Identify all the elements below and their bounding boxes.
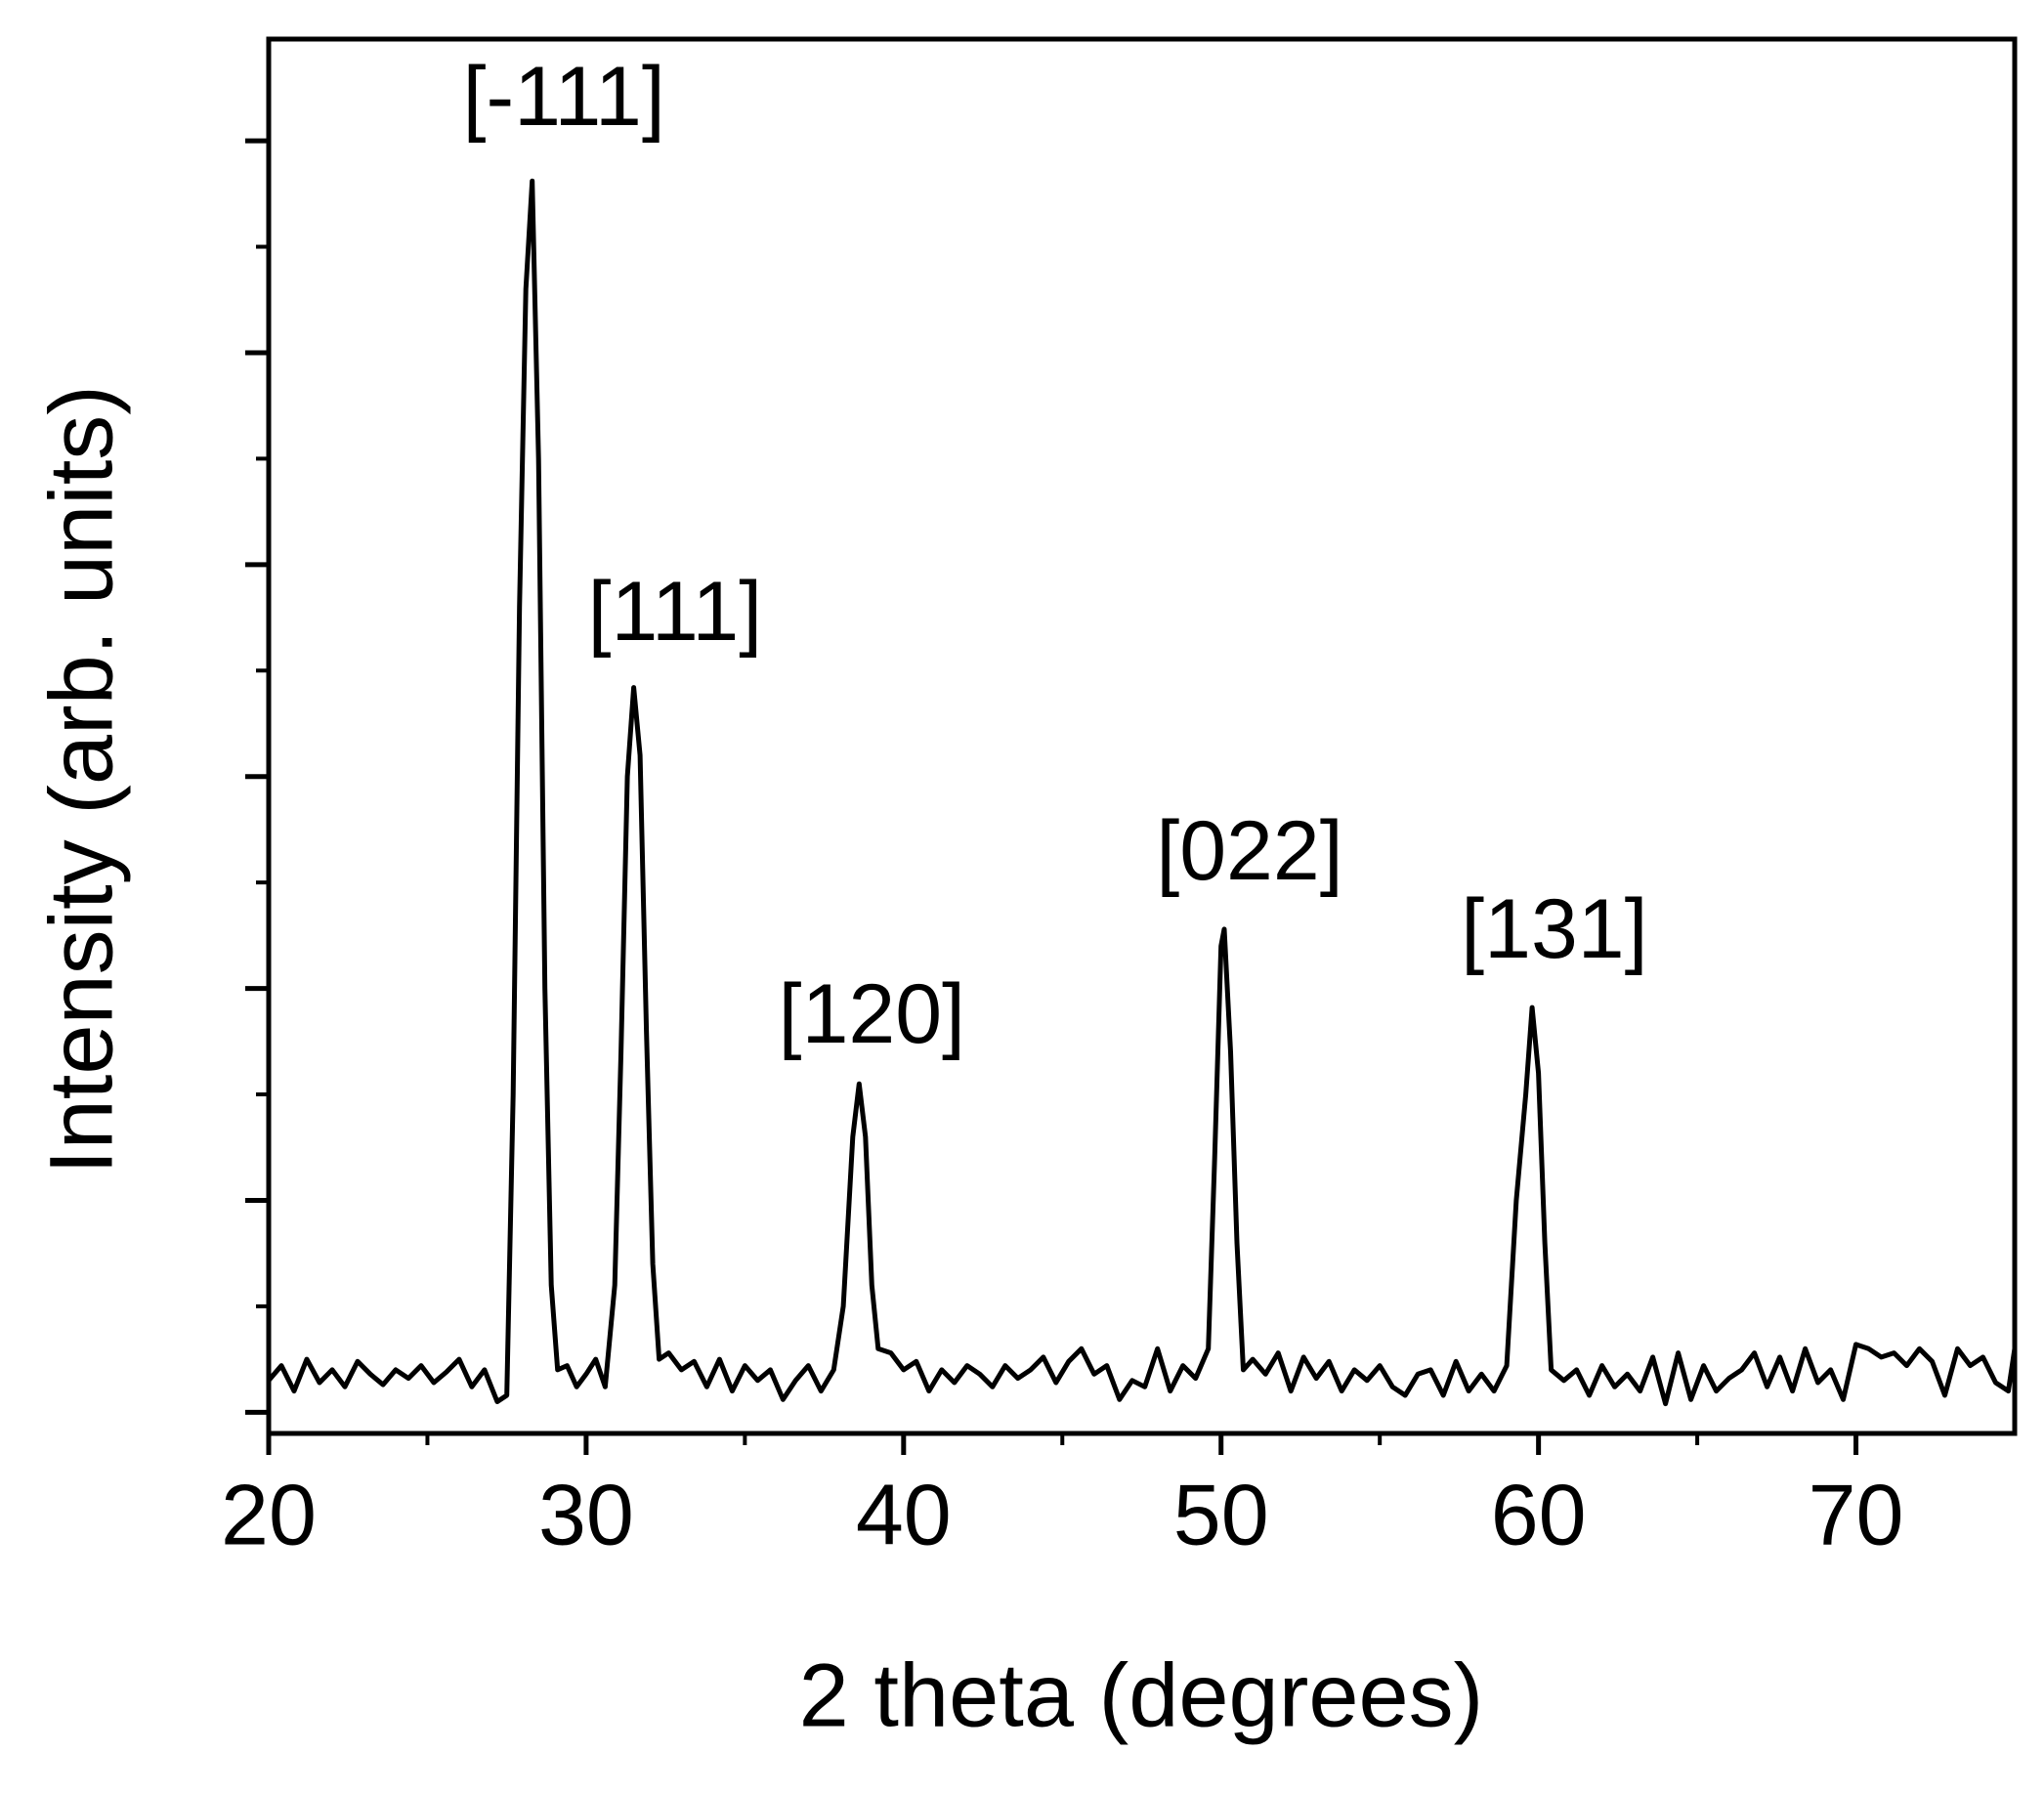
peak-label: [111]: [588, 565, 763, 659]
x-tick-label: 70: [1809, 1466, 1904, 1562]
data-line: [267, 178, 2018, 1407]
peak-label: [120]: [779, 967, 965, 1061]
x-tick-label: 60: [1491, 1466, 1587, 1562]
peak-label: [131]: [1461, 882, 1647, 976]
peak-label: [-111]: [463, 50, 665, 144]
x-tick-label: 50: [1173, 1466, 1269, 1562]
y-axis-label: Intensity (arb. units): [31, 385, 131, 1175]
x-tick-label: 20: [221, 1466, 317, 1562]
x-tick-label: 30: [538, 1466, 634, 1562]
plot-frame: [266, 36, 2018, 1436]
peak-label: [022]: [1156, 804, 1342, 898]
x-axis-label: 2 theta (degrees): [799, 1645, 1484, 1745]
x-tick-label: 40: [856, 1466, 952, 1562]
